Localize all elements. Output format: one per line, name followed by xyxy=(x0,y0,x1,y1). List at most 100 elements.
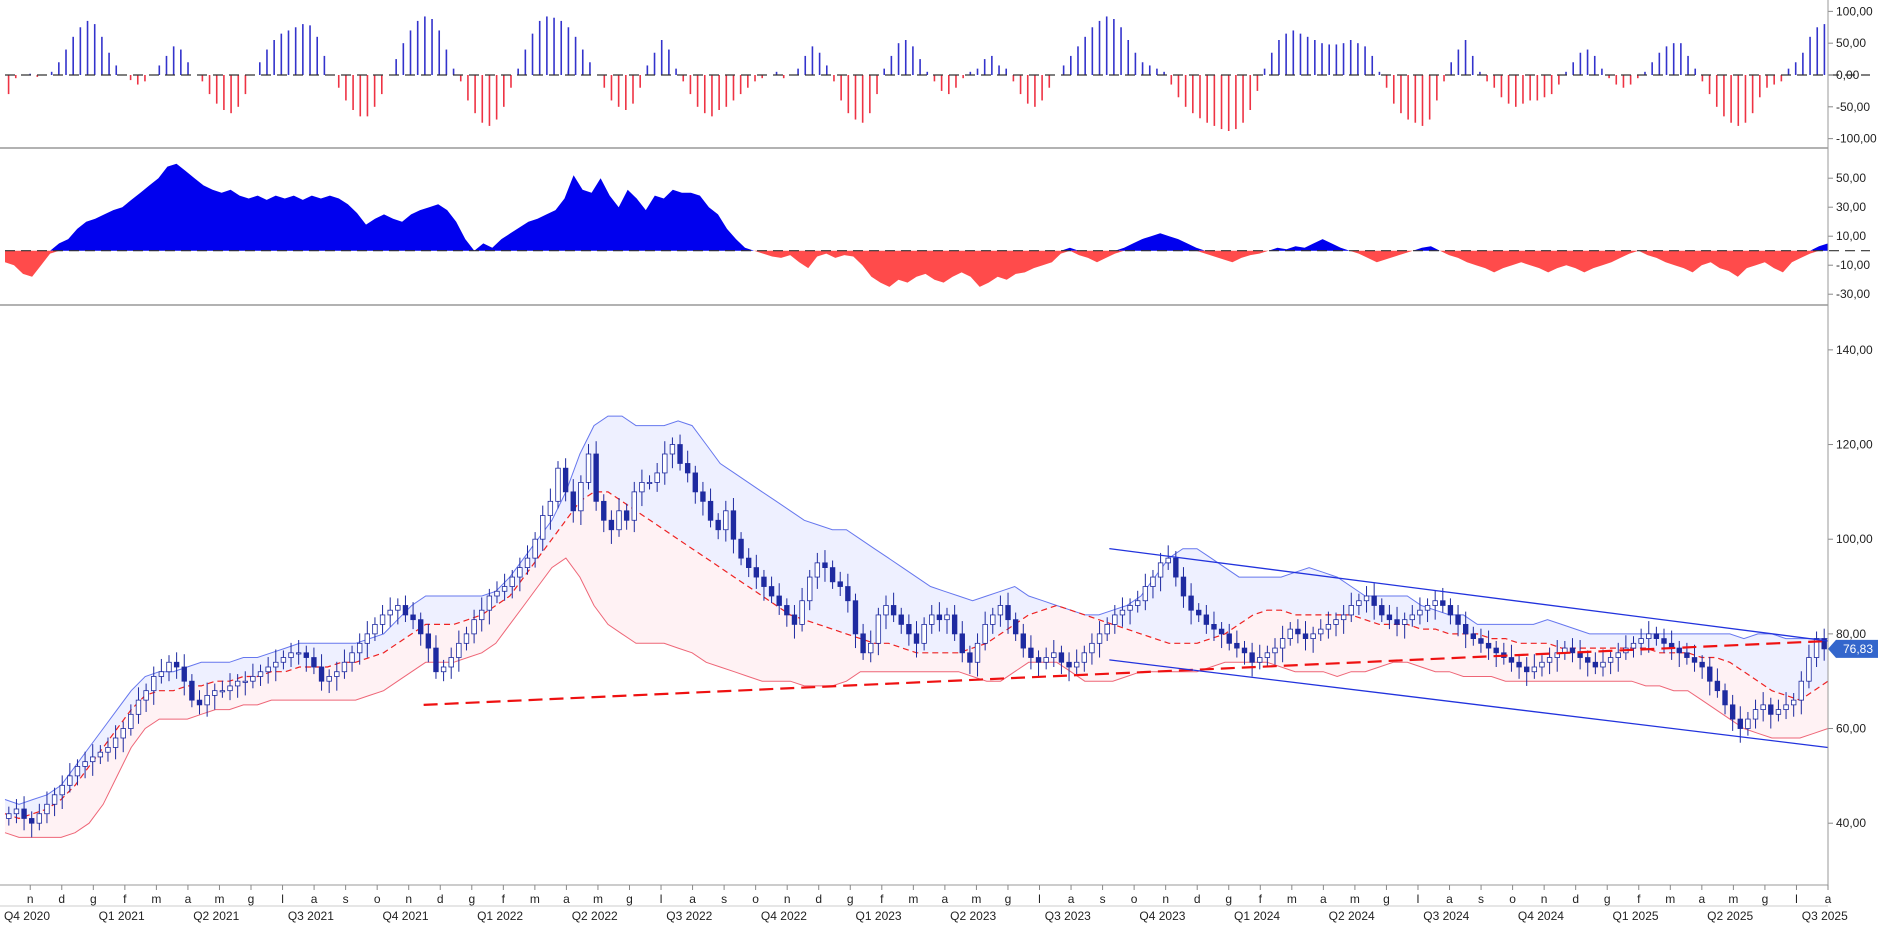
candle-body xyxy=(395,605,401,611)
candle-body xyxy=(570,491,576,512)
quarter-tick-label: Q3 2025 xyxy=(1802,909,1848,923)
month-tick-label: d xyxy=(1194,892,1201,906)
candle-body xyxy=(799,600,805,625)
quarter-tick-label: Q4 2023 xyxy=(1139,909,1185,923)
candle-body xyxy=(1073,661,1080,668)
candle-body xyxy=(1699,661,1705,668)
candle-body xyxy=(631,491,637,521)
candle-body xyxy=(1249,652,1255,663)
candle-body xyxy=(1218,628,1225,635)
candle-body xyxy=(1051,652,1057,658)
candle-body xyxy=(1722,690,1728,706)
candle-body xyxy=(112,737,119,748)
candle-body xyxy=(1592,661,1599,668)
month-tick-label: g xyxy=(1383,892,1390,906)
candle-body xyxy=(1211,624,1217,630)
candle-body xyxy=(1379,605,1385,616)
candle-body xyxy=(1607,657,1614,663)
lower-band-fill xyxy=(5,491,1828,838)
candle-body xyxy=(1615,652,1621,658)
candle-body xyxy=(1012,619,1019,635)
candle-body xyxy=(257,671,264,677)
month-tick-label: f xyxy=(502,892,506,906)
month-tick-label: m xyxy=(908,892,918,906)
candle-body xyxy=(349,652,355,663)
candle-body xyxy=(1340,614,1347,621)
candle-body xyxy=(669,444,676,455)
candle-body xyxy=(1371,595,1377,606)
candle-body xyxy=(517,567,523,578)
candle-body xyxy=(1127,605,1133,611)
candle-body xyxy=(532,538,538,559)
candle-body xyxy=(1196,609,1202,616)
month-tick-label: n xyxy=(784,892,791,906)
candle-body xyxy=(410,614,416,621)
candle-body xyxy=(364,633,371,644)
candle-body xyxy=(1524,666,1530,673)
candle-body xyxy=(151,676,157,692)
candle-body xyxy=(212,690,218,696)
candle-body xyxy=(1760,704,1766,710)
candle-body xyxy=(1264,652,1271,658)
month-tick-label: a xyxy=(1068,892,1075,906)
candle-body xyxy=(1386,614,1393,621)
candle-body xyxy=(929,614,935,625)
channel-lower-trendline xyxy=(1109,659,1829,749)
last-price-label: 76,83 xyxy=(1843,642,1873,656)
candle-body xyxy=(700,491,706,502)
candle-body xyxy=(1058,652,1065,663)
candle-body xyxy=(318,666,325,682)
quarter-tick-label: Q1 2025 xyxy=(1613,909,1659,923)
candle-body xyxy=(1257,657,1263,663)
month-tick-label: m xyxy=(971,892,981,906)
month-tick-label: f xyxy=(880,892,884,906)
month-tick-label: g xyxy=(90,892,97,906)
candle-body xyxy=(181,666,187,682)
quarter-tick-label: Q1 2023 xyxy=(856,909,902,923)
candle-body xyxy=(524,557,531,569)
candle-body xyxy=(1684,652,1690,658)
candle-body xyxy=(1394,619,1400,625)
month-tick-label: m xyxy=(593,892,603,906)
quarter-tick-label: Q1 2021 xyxy=(99,909,145,923)
candle-body xyxy=(1707,666,1713,682)
candle-body xyxy=(1546,657,1553,663)
quarter-tick-label: Q3 2024 xyxy=(1423,909,1469,923)
y-tick-label: 100,00 xyxy=(1836,4,1873,18)
candle-body xyxy=(746,557,752,569)
candle-body xyxy=(982,624,988,644)
candle-body xyxy=(387,609,393,616)
candle-body xyxy=(807,576,813,602)
negative-area xyxy=(5,250,1828,287)
candle-body xyxy=(1363,595,1370,602)
candle-body xyxy=(1485,642,1492,649)
y-tick-label: 50,00 xyxy=(1836,171,1866,185)
month-tick-label: d xyxy=(437,892,444,906)
upper-band-line xyxy=(4,415,1828,805)
candle-body xyxy=(418,619,424,635)
candle-body xyxy=(509,576,515,587)
candle-body xyxy=(6,813,12,819)
candle-body xyxy=(1356,600,1362,606)
y-tick-label: 120,00 xyxy=(1836,438,1873,452)
candle-body xyxy=(608,519,615,531)
candle-body xyxy=(128,713,134,729)
candle-body xyxy=(738,538,744,559)
candle-body xyxy=(59,784,65,796)
candle-body xyxy=(936,614,943,621)
quarter-tick-label: Q1 2022 xyxy=(477,909,523,923)
candle-body xyxy=(860,633,866,654)
candle-body xyxy=(1173,557,1179,578)
quarter-tick-label: Q4 2021 xyxy=(382,909,428,923)
month-tick-label: d xyxy=(815,892,822,906)
candle-body xyxy=(227,685,233,692)
quarter-tick-label: Q2 2022 xyxy=(572,909,618,923)
candle-body xyxy=(822,562,828,568)
month-tick-label: g xyxy=(1005,892,1012,906)
candle-body xyxy=(1775,709,1782,715)
y-tick-label: 10,00 xyxy=(1836,229,1866,243)
candle-body xyxy=(715,519,721,531)
month-tick-label: m xyxy=(530,892,540,906)
month-tick-label: l xyxy=(1795,892,1798,906)
